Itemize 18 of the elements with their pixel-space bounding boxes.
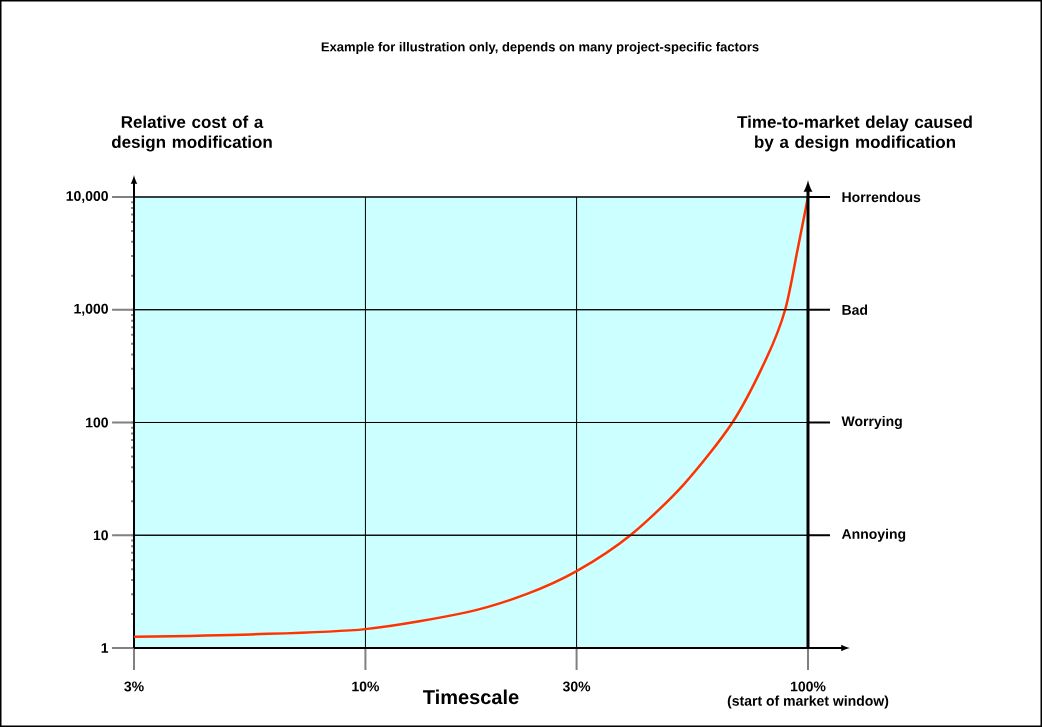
x-tick-label: 10% [352,681,380,692]
ref-line-label: Horrendous [842,191,921,203]
text: (start of market window) [727,695,889,709]
y2-axis-title: Time-to-market delay caused by a design modification [737,115,972,152]
x-tick-label: 3% [124,681,144,692]
chart-title: Example for illustration only, depends on many project-specific factors [321,41,759,55]
y-tick-label: 1,000 [74,303,108,316]
y-tick-label: 10,000 [66,191,108,203]
ref-line-label: Annoying [841,528,906,542]
ref-line-label: Worrying [841,415,902,430]
x-axis-title: Timescale [423,689,519,705]
y-tick-label: 10 [93,530,108,541]
y-axis-title: Relative cost of a design modification [111,115,272,152]
y-tick-label: 1 [101,643,109,653]
y-tick-label: 100 [86,417,108,428]
ref-line-label: Bad [842,304,868,315]
x-tick-label: 100% [790,681,826,692]
x-tick-label: 30% [562,681,591,692]
